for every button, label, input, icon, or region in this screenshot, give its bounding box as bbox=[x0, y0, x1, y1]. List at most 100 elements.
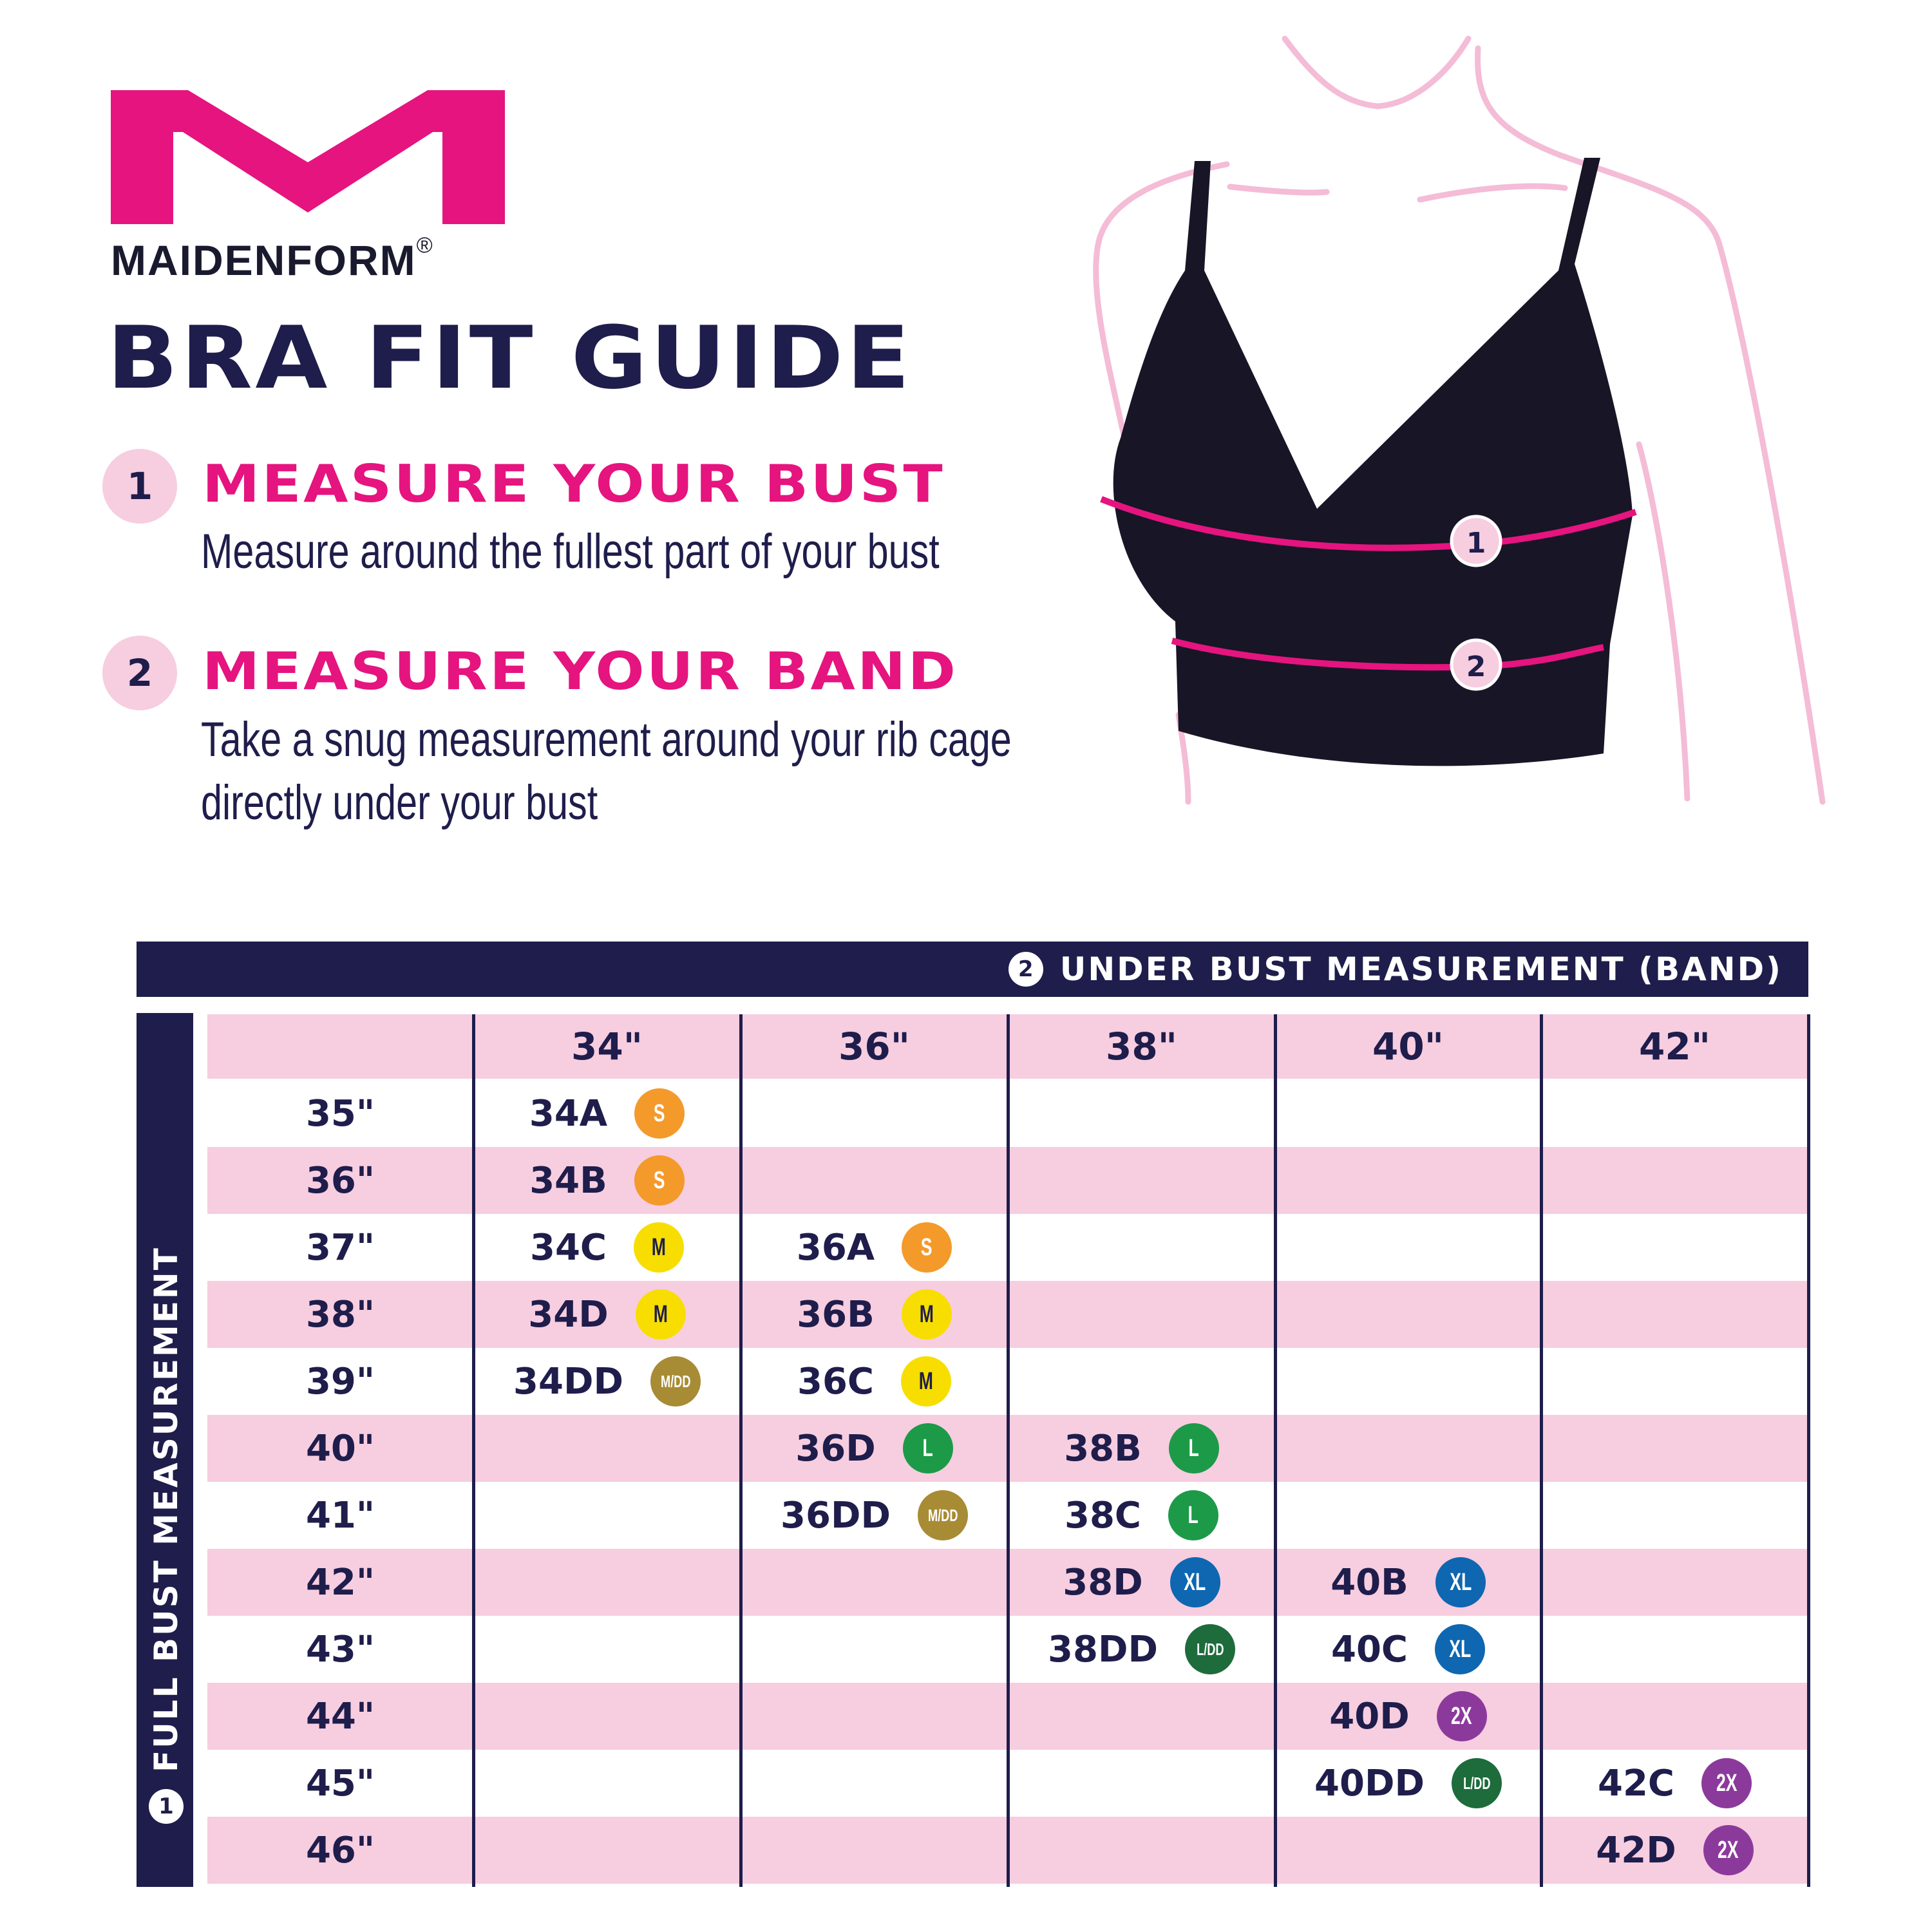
size-badge: XL bbox=[1435, 1624, 1486, 1674]
size-cell: 38C L bbox=[1008, 1482, 1275, 1549]
size-cell: 36D L bbox=[741, 1415, 1008, 1482]
bust-value: 43" bbox=[305, 1628, 375, 1671]
size-badge-text: XL bbox=[1449, 1635, 1472, 1663]
bust-value: 37" bbox=[305, 1226, 375, 1269]
size-badge-text: L/DD bbox=[1463, 1773, 1491, 1793]
size-label: 38C bbox=[1064, 1494, 1142, 1537]
size-badge-text: S bbox=[654, 1099, 666, 1127]
size-badge: L/DD bbox=[1451, 1758, 1502, 1808]
size-label: 36C bbox=[797, 1360, 875, 1403]
size-badge-text: L/DD bbox=[1196, 1639, 1224, 1659]
bust-value: 36" bbox=[305, 1159, 375, 1202]
size-cell: 40D 2X bbox=[1275, 1683, 1541, 1750]
size-badge-text: XL bbox=[1449, 1568, 1472, 1596]
column-divider bbox=[472, 1014, 475, 1887]
size-cell: 34C M bbox=[473, 1214, 741, 1281]
size-badge-text: M/DD bbox=[660, 1371, 691, 1391]
size-label: 34A bbox=[529, 1092, 608, 1135]
size-badge: M bbox=[901, 1289, 952, 1340]
size-badge-text: XL bbox=[1184, 1568, 1206, 1596]
bust-value: 38" bbox=[305, 1293, 375, 1336]
step-1-heading: MEASURE YOUR BUST bbox=[202, 454, 945, 514]
column-divider bbox=[1007, 1014, 1010, 1887]
size-cell: 40B XL bbox=[1275, 1549, 1541, 1616]
column-divider bbox=[1540, 1014, 1543, 1887]
size-label: 36D bbox=[795, 1427, 876, 1470]
step-1-text: Measure around the fullest part of your … bbox=[201, 524, 940, 579]
size-label: 36A bbox=[796, 1226, 875, 1269]
bust-value: 39" bbox=[305, 1360, 375, 1403]
size-cell: 36C M bbox=[741, 1348, 1008, 1415]
band-measure-line bbox=[1171, 638, 1604, 671]
body-outline bbox=[1093, 35, 1826, 805]
size-badge: XL bbox=[1170, 1557, 1220, 1607]
bust-header-number: 1 bbox=[149, 1789, 184, 1824]
size-cell: 36A S bbox=[741, 1214, 1008, 1281]
column-divider bbox=[1807, 1014, 1810, 1887]
maidenform-logo bbox=[111, 90, 505, 224]
bust-header-label: FULL BUST MEASUREMENT bbox=[147, 1246, 185, 1772]
size-badge: 2X bbox=[1703, 1825, 1754, 1875]
size-badge: M bbox=[635, 1289, 686, 1340]
size-label: 40DD bbox=[1314, 1762, 1425, 1804]
bra-illustration: 1 2 bbox=[1093, 35, 1826, 805]
step-2-heading: MEASURE YOUR BAND bbox=[202, 641, 958, 701]
size-label: 40B bbox=[1331, 1561, 1408, 1604]
size-label: 34D bbox=[528, 1293, 609, 1336]
column-divider bbox=[1274, 1014, 1277, 1887]
size-cell: 38B L bbox=[1008, 1415, 1275, 1482]
size-label: 34B bbox=[529, 1159, 607, 1202]
size-badge: XL bbox=[1435, 1557, 1486, 1607]
step-1-number: 1 bbox=[102, 449, 177, 524]
size-badge: M/DD bbox=[917, 1490, 968, 1540]
size-badge-text: M/DD bbox=[927, 1505, 958, 1525]
bust-value: 42" bbox=[305, 1561, 375, 1604]
size-cell: 34D M bbox=[473, 1281, 741, 1348]
size-badge-text: S bbox=[921, 1233, 933, 1261]
size-label: 36DD bbox=[781, 1494, 891, 1537]
size-cell: 40C XL bbox=[1275, 1616, 1541, 1683]
size-badge-text: L bbox=[922, 1434, 933, 1462]
size-label: 38DD bbox=[1048, 1628, 1158, 1671]
size-badge: M bbox=[901, 1356, 952, 1406]
step-2-text-line-2: directly under your bust bbox=[201, 775, 598, 830]
marker-1: 1 bbox=[1466, 527, 1486, 560]
size-label: 42D bbox=[1596, 1829, 1676, 1871]
brand-name: MAIDENFORM® bbox=[111, 233, 434, 284]
size-cell: 42D 2X bbox=[1541, 1817, 1808, 1884]
page-title: BRA FIT GUIDE bbox=[107, 308, 913, 408]
size-badge: S bbox=[634, 1088, 685, 1139]
size-label: 40D bbox=[1329, 1695, 1410, 1738]
size-badge-text: S bbox=[653, 1166, 665, 1194]
bra-shape bbox=[1113, 158, 1633, 766]
size-chart-table: 34" 36" 38" 40" 42" 35" 34A S 36" 34B S 37" 34C M 36A S… bbox=[207, 1014, 1810, 1887]
size-badge: M bbox=[634, 1222, 685, 1273]
marker-2: 2 bbox=[1466, 650, 1486, 683]
size-cell: 34DD M/DD bbox=[473, 1348, 741, 1415]
size-badge: 2X bbox=[1436, 1691, 1487, 1741]
size-badge-text: M bbox=[919, 1300, 934, 1328]
step-2-number: 2 bbox=[102, 636, 177, 710]
size-badge: L bbox=[902, 1423, 953, 1473]
column-header: 40" bbox=[1372, 1025, 1444, 1068]
band-header-bar: 2 UNDER BUST MEASUREMENT (BAND) bbox=[137, 942, 1808, 997]
column-divider bbox=[739, 1014, 743, 1887]
size-label: 36B bbox=[797, 1293, 875, 1336]
size-badge-text: M bbox=[918, 1367, 934, 1395]
size-label: 42C bbox=[1597, 1762, 1675, 1804]
size-badge-text: 2X bbox=[1451, 1702, 1472, 1730]
column-header: 36" bbox=[838, 1025, 910, 1068]
bust-value: 35" bbox=[305, 1092, 375, 1135]
size-label: 38B bbox=[1064, 1427, 1142, 1470]
size-badge: L/DD bbox=[1184, 1624, 1235, 1674]
bust-value: 44" bbox=[305, 1695, 375, 1738]
size-badge-text: L bbox=[1188, 1501, 1199, 1529]
size-cell: 34A S bbox=[473, 1080, 741, 1147]
size-badge-text: M bbox=[651, 1233, 667, 1261]
size-cell: 36DD M/DD bbox=[741, 1482, 1008, 1549]
size-label: 40C bbox=[1331, 1628, 1408, 1671]
column-header: 34" bbox=[571, 1025, 643, 1068]
bust-header-bar: 1 FULL BUST MEASUREMENT bbox=[137, 1013, 193, 1887]
size-cell: 34B S bbox=[473, 1147, 741, 1214]
size-label: 38D bbox=[1063, 1561, 1143, 1604]
